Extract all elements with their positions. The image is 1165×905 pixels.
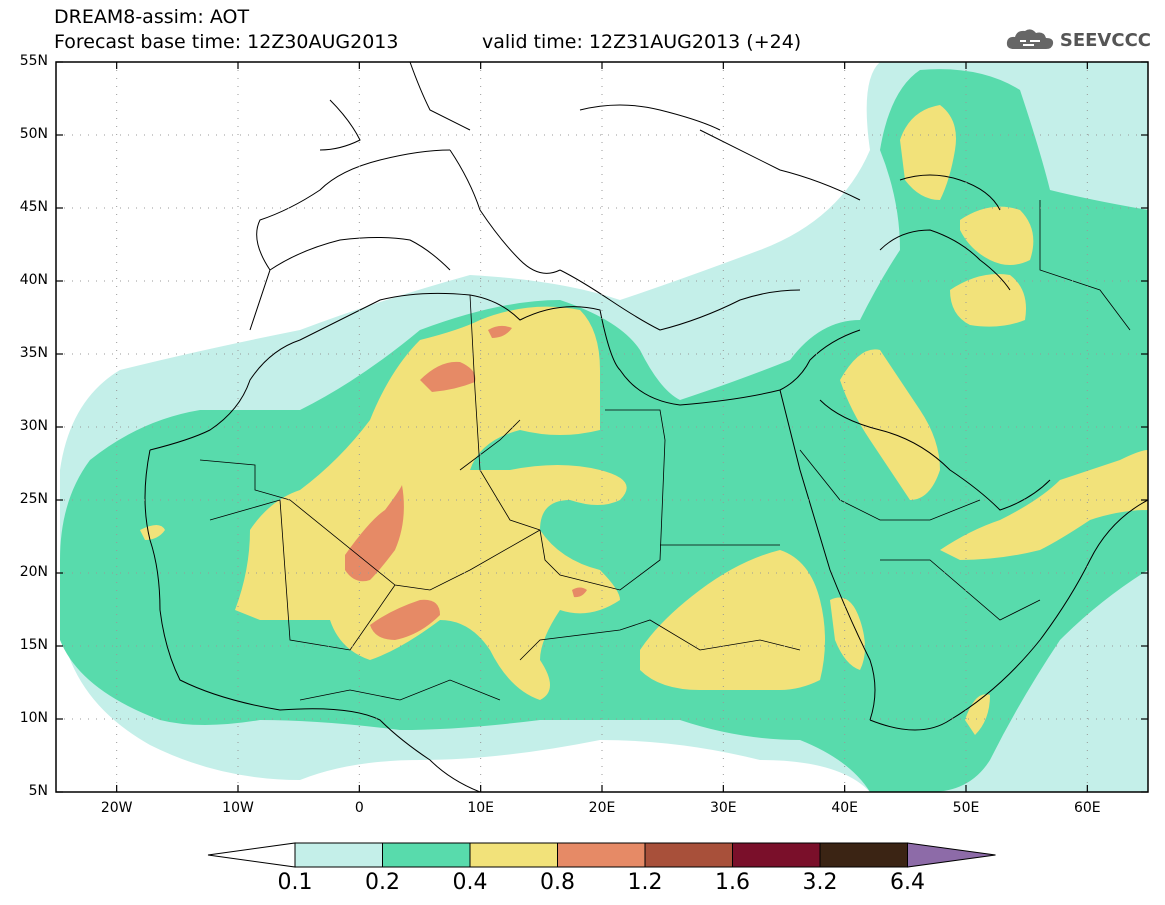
title-line-3: valid time: 12Z31AUG2013 (+24) (482, 31, 802, 53)
colorbar-label: 3.2 (802, 870, 838, 895)
lat-label: 20N (19, 564, 48, 580)
colorbar-label: 0.1 (277, 870, 313, 895)
colorbar-label: 0.8 (540, 870, 575, 895)
lat-label: 30N (19, 418, 48, 434)
lat-label: 25N (19, 491, 48, 507)
lon-label: 30E (709, 800, 737, 816)
aot-band-0.8-tunisia-s (420, 361, 476, 392)
aot-band-0.4-gulf (940, 450, 1148, 560)
lat-label: 35N (19, 345, 48, 361)
aot-band-0.4-iran (950, 274, 1026, 327)
coastlines (144, 62, 1148, 792)
country-borders (199, 200, 1131, 701)
colorbar-segment (294, 842, 383, 868)
lon-label: 20E (588, 800, 616, 816)
lat-label: 45N (19, 199, 48, 215)
aot-band-0.4-somalia (965, 694, 990, 735)
lat-label: 40N (19, 272, 48, 288)
lon-label: 60E (1073, 800, 1101, 816)
aot-band-0.4-arabia (840, 349, 940, 500)
colorbar-over-arrow (907, 842, 996, 868)
lat-label: 55N (19, 53, 48, 69)
colorbar-segment (382, 842, 471, 868)
colorbar-label: 0.4 (452, 870, 488, 895)
colorbar-segment (732, 842, 821, 868)
lon-label: 0 (354, 800, 364, 816)
aot-band-0.4-red-sea (830, 597, 865, 670)
aot-band-0.8-niger (370, 599, 440, 640)
colorbar-under-arrow (207, 842, 296, 868)
colorbar-label: 0.2 (365, 870, 400, 895)
colorbar-label: 6.4 (890, 870, 925, 895)
colorbar-segment (819, 842, 908, 868)
colorbar-segment (644, 842, 733, 868)
logo-text: SEEVCCC (1059, 29, 1151, 51)
colorbar-segment (557, 842, 646, 868)
lat-label: 10N (19, 710, 48, 726)
aot-band-0.4-sudan (640, 550, 825, 690)
title-line-2: Forecast base time: 12Z30AUG2013 (54, 31, 399, 53)
seevccc-logo: SEEVCCC (1004, 26, 1151, 54)
lat-label: 15N (19, 637, 48, 653)
lat-lon-grid (56, 62, 1148, 792)
lon-label: 40E (831, 800, 858, 816)
title-line-1: DREAM8-assim: AOT (54, 6, 250, 28)
colorbar-label: 1.6 (715, 870, 750, 895)
colorbar-segment (469, 842, 558, 868)
aot-band-0.4-caspian (960, 206, 1034, 265)
colorbar (207, 842, 996, 868)
aot-band-0.4-westcoast (140, 525, 165, 540)
lon-label: 50E (952, 800, 980, 816)
aot-band-0.4-sahara (235, 306, 627, 700)
lon-label: 10E (467, 800, 494, 816)
aot-band-0.8-algeria (345, 485, 404, 582)
lat-label: 50N (19, 126, 48, 142)
colorbar-label: 1.2 (627, 870, 663, 895)
lon-label: 10W (222, 800, 254, 816)
aot-band-0.8-tunisia-n (488, 325, 512, 338)
lon-label: 20W (100, 800, 133, 816)
cloud-icon (1006, 29, 1053, 49)
lat-label: 5N (28, 783, 48, 799)
axis-ticks (56, 61, 1148, 793)
aot-band-0.8-sudan (572, 587, 587, 598)
